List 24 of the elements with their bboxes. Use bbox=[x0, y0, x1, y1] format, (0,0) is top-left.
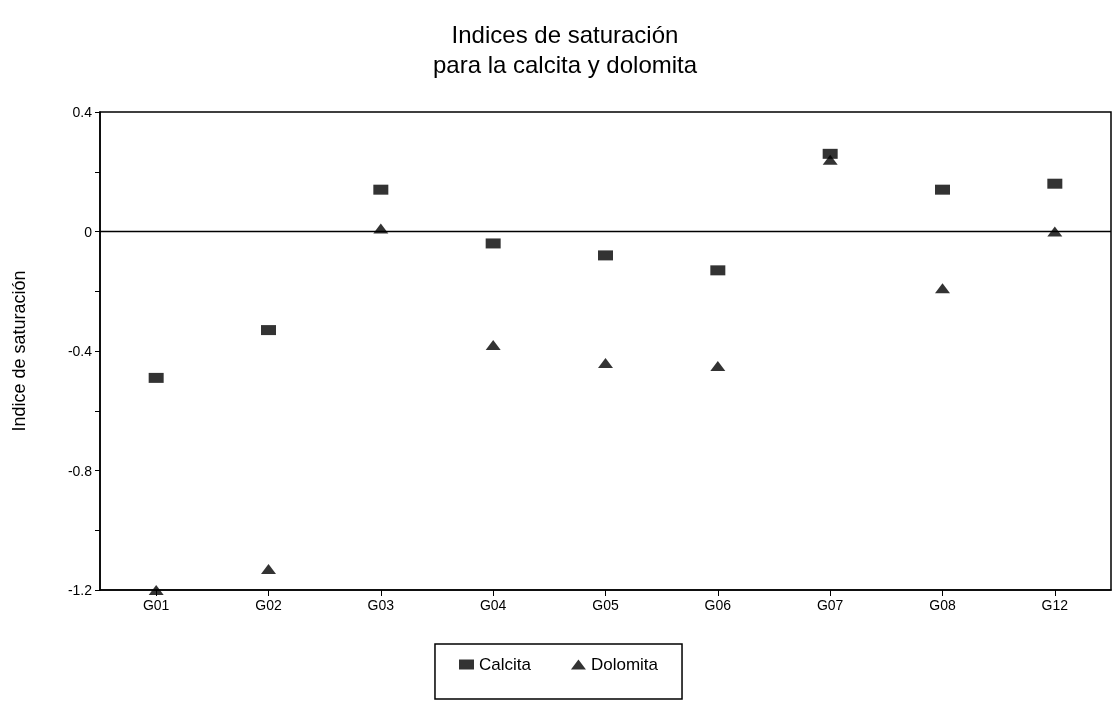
point bbox=[935, 283, 950, 294]
x-tick-label: G12 bbox=[1041, 597, 1069, 613]
y-axis-title: Indice de saturación bbox=[9, 270, 29, 432]
x-tick-label: G08 bbox=[929, 597, 956, 613]
y-tick-label: -0.8 bbox=[67, 462, 93, 479]
chart-title: Indices de saturación para la calcita y dolomita bbox=[432, 20, 698, 78]
point bbox=[598, 357, 613, 368]
y-tick-label: -1.2 bbox=[67, 582, 93, 598]
x-tick-label: G02 bbox=[255, 597, 282, 613]
x-tick-label: G04 bbox=[479, 597, 507, 613]
y-tick-label: -0.4 bbox=[67, 343, 93, 359]
point bbox=[598, 250, 613, 261]
legend-label: Calcita bbox=[478, 655, 532, 674]
legend-label: Dolomita bbox=[590, 655, 659, 674]
point bbox=[935, 184, 950, 195]
y-tick-label: 0.4 bbox=[72, 104, 93, 120]
x-tick-label: G06 bbox=[704, 597, 732, 613]
x-tick-label: G01 bbox=[142, 597, 170, 613]
x-tick-label: G07 bbox=[816, 597, 844, 613]
x-tick-label: G05 bbox=[592, 597, 619, 613]
y-tick-label: 0 bbox=[84, 223, 93, 240]
x-tick-label: G03 bbox=[367, 597, 395, 613]
point bbox=[261, 325, 276, 336]
point bbox=[261, 564, 276, 575]
